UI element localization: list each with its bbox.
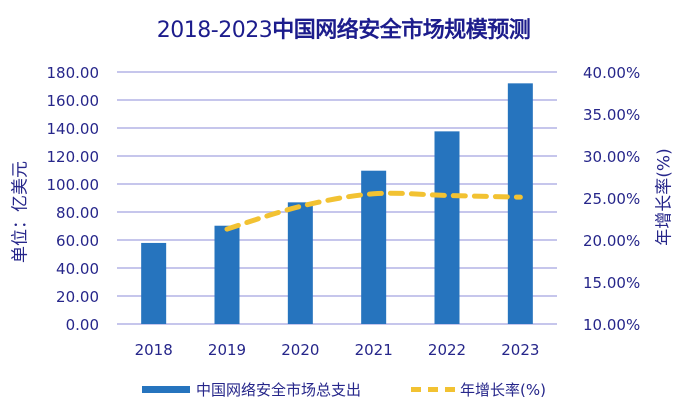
y-tick-label: 0.00 <box>66 316 99 334</box>
chart-title: 2018-2023中国网络安全市场规模预测 <box>0 12 687 44</box>
legend-swatch-bar <box>142 385 190 393</box>
legend-item-line: 年增长率(%) <box>411 377 546 401</box>
legend: 中国网络安全市场总支出 年增长率(%) <box>0 377 687 401</box>
y-tick-label: 80.00 <box>56 204 99 222</box>
legend-item-bar: 中国网络安全市场总支出 <box>142 377 361 401</box>
y-axis-right-ticks: 10.00% 15.00% 20.00% 25.00% 30.00% 35.00% 40.0… <box>583 64 640 334</box>
y2-tick-label: 10.00% <box>583 316 640 334</box>
y-axis-left-ticks: 0.00 20.00 40.00 60.00 80.00 100.00 120.00 140.… <box>47 64 100 334</box>
growth-rate-line <box>224 190 523 232</box>
x-tick-label: 2022 <box>428 341 466 359</box>
y2-tick-label: 25.00% <box>583 190 640 208</box>
y2-tick-label: 15.00% <box>583 274 640 292</box>
y2-tick-label: 35.00% <box>583 106 640 124</box>
y2-tick-label: 40.00% <box>583 64 640 82</box>
x-tick-label: 2019 <box>208 341 246 359</box>
y2-tick-label: 30.00% <box>583 148 640 166</box>
x-tick-label: 2018 <box>135 341 173 359</box>
bar-2019 <box>214 225 240 324</box>
line-series <box>224 190 523 232</box>
bar-series <box>141 83 533 324</box>
y-tick-label: 100.00 <box>47 176 100 194</box>
y-tick-label: 20.00 <box>56 288 99 306</box>
bar-2020 <box>287 202 313 324</box>
legend-swatch-line <box>411 386 455 392</box>
legend-label-line: 年增长率(%) <box>460 380 546 399</box>
x-tick-label: 2023 <box>501 341 539 359</box>
gridlines <box>117 71 557 325</box>
y2-tick-label: 20.00% <box>583 232 640 250</box>
bar-2018 <box>141 242 167 324</box>
x-tick-label: 2020 <box>281 341 319 359</box>
x-axis-ticks: 2018 2019 2020 2021 2022 2023 <box>135 341 540 359</box>
chart-title-years: 2018-2023 <box>156 18 273 43</box>
bar-2022 <box>434 131 460 324</box>
chart-title-text: 中国网络安全市场规模预测 <box>272 18 531 43</box>
y-tick-label: 60.00 <box>56 232 99 250</box>
bar-2023 <box>507 83 533 324</box>
y-tick-label: 40.00 <box>56 260 99 278</box>
y-tick-label: 160.00 <box>47 92 100 110</box>
y-tick-label: 120.00 <box>47 148 100 166</box>
y-tick-label: 180.00 <box>47 64 100 82</box>
x-tick-label: 2021 <box>355 341 393 359</box>
y-tick-label: 140.00 <box>47 120 100 138</box>
legend-label-bar: 中国网络安全市场总支出 <box>196 380 362 399</box>
